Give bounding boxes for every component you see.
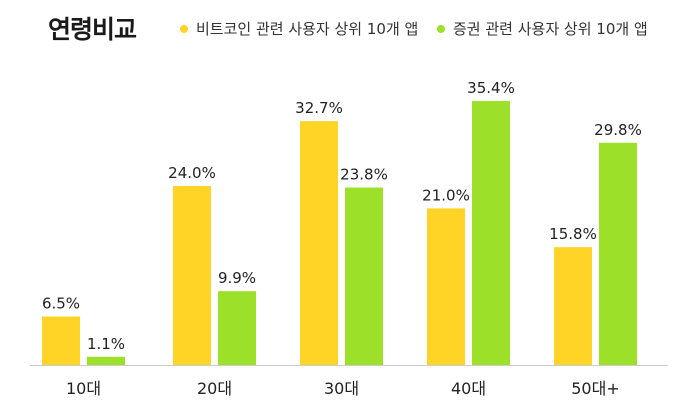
bar-s0-c0 (42, 316, 80, 365)
bar-s1-c0 (87, 356, 125, 365)
bar-s1-c1 (218, 291, 256, 365)
data-label-s0-c2: 32.7% (295, 99, 343, 117)
bar-s1-c2 (345, 187, 383, 365)
legend-item-bitcoin: 비트코인 관련 사용자 상위 10개 앱 (180, 18, 418, 39)
data-label-s0-c3: 21.0% (422, 186, 470, 204)
data-label-s0-c4: 15.8% (549, 225, 597, 243)
chart-title: 연령비교 (48, 15, 137, 44)
x-tick-label-4: 50대+ (571, 379, 620, 398)
legend-swatch-stock (437, 24, 445, 33)
legend-label-stock: 증권 관련 사용자 상위 10개 앱 (453, 20, 648, 38)
legend-label-bitcoin: 비트코인 관련 사용자 상위 10개 앱 (196, 20, 419, 38)
data-label-s1-c2: 23.8% (340, 166, 388, 184)
legend-swatch-bitcoin (180, 24, 188, 33)
bar-s0-c3 (427, 208, 465, 365)
x-tick-label-0: 10대 (66, 379, 101, 398)
x-tick-label-3: 40대 (451, 379, 486, 398)
data-label-s0-c1: 24.0% (168, 164, 216, 182)
bar-s0-c2 (300, 121, 338, 365)
bar-s0-c4 (554, 247, 592, 365)
data-label-s1-c4: 29.8% (594, 121, 642, 139)
data-label-s1-c1: 9.9% (218, 269, 256, 287)
data-label-s0-c0: 6.5% (42, 295, 80, 313)
x-tick-label-2: 30대 (324, 379, 359, 398)
data-label-s1-c0: 1.1% (87, 335, 125, 353)
x-tick-label-1: 20대 (197, 379, 232, 398)
legend-item-stock: 증권 관련 사용자 상위 10개 앱 (437, 18, 648, 39)
bar-s1-c3 (472, 101, 510, 365)
bar-s1-c4 (599, 142, 637, 365)
data-label-s1-c3: 35.4% (467, 79, 515, 97)
bar-s0-c1 (173, 186, 211, 365)
